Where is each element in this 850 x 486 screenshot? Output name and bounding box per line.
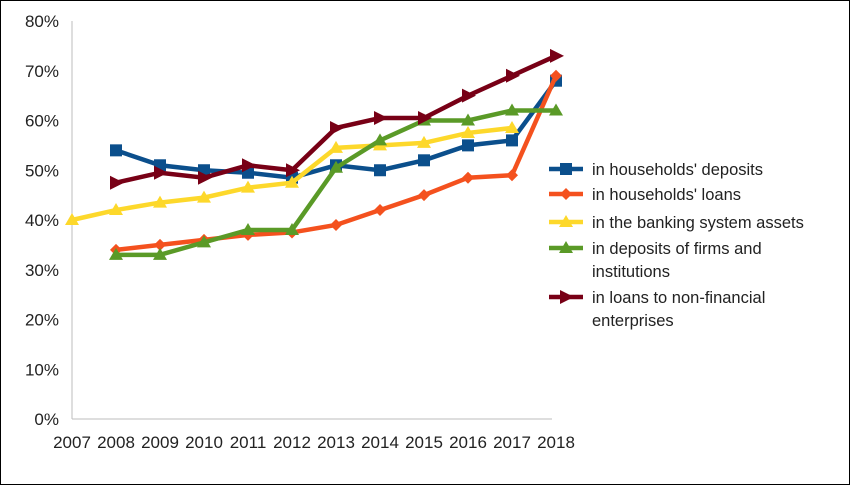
legend-item: in loans to non-financial enterprises xyxy=(549,289,765,330)
data-point xyxy=(506,68,520,83)
legend: in households' deposits in households' lo… xyxy=(549,161,804,330)
data-point xyxy=(197,235,211,248)
x-axis-labels: 2007 2008 2009 2010 2011 2012 2013 2014 2015 2016… xyxy=(53,433,575,452)
y-axis-labels: 0% 10% 20% 30% 40% 50% 60% 70% 80% xyxy=(25,12,59,429)
x-tick-label: 2014 xyxy=(361,433,399,452)
x-tick-label: 2008 xyxy=(97,433,135,452)
x-tick-label: 2015 xyxy=(405,433,443,452)
data-point xyxy=(329,140,343,153)
data-point xyxy=(373,133,387,146)
data-point xyxy=(285,175,299,188)
data-point xyxy=(506,169,518,182)
y-tick-label: 70% xyxy=(25,62,59,81)
data-point xyxy=(417,135,431,148)
data-point xyxy=(154,165,168,180)
data-point xyxy=(241,180,255,193)
data-point xyxy=(550,48,564,63)
data-point xyxy=(505,120,519,133)
data-point xyxy=(418,111,432,126)
data-point xyxy=(418,154,430,167)
data-point xyxy=(286,163,300,178)
data-point xyxy=(65,213,79,225)
data-point xyxy=(153,247,167,260)
data-point xyxy=(285,222,299,235)
x-tick-label: 2013 xyxy=(317,433,355,452)
legend-label: in loans to non-financial xyxy=(592,289,765,307)
y-tick-label: 40% xyxy=(25,211,59,230)
legend-item: in households' deposits xyxy=(549,161,763,179)
legend-label: institutions xyxy=(592,263,670,281)
data-point xyxy=(462,139,474,152)
legend-swatch-marker xyxy=(559,241,573,253)
y-tick-label: 80% xyxy=(25,12,59,31)
data-point xyxy=(109,247,123,260)
data-point xyxy=(461,125,475,138)
data-point xyxy=(154,238,166,251)
y-tick-label: 10% xyxy=(25,360,59,379)
data-point xyxy=(197,190,211,203)
data-point xyxy=(374,164,386,177)
x-tick-label: 2007 xyxy=(53,433,91,452)
legend-item: in deposits of firms and institutions xyxy=(549,240,762,281)
y-tick-label: 30% xyxy=(25,261,59,280)
x-tick-label: 2016 xyxy=(449,433,487,452)
legend-swatch-marker xyxy=(560,163,572,175)
x-tick-label: 2009 xyxy=(141,433,179,452)
data-point xyxy=(110,144,122,157)
series-3 xyxy=(65,120,519,225)
data-point xyxy=(330,218,342,231)
data-point xyxy=(153,195,167,208)
data-point xyxy=(241,222,255,235)
legend-swatch-marker xyxy=(559,215,573,227)
data-point xyxy=(461,113,475,126)
legend-label: in households' loans xyxy=(592,186,741,204)
data-point xyxy=(110,175,124,190)
data-point xyxy=(506,134,518,147)
series-layer xyxy=(65,48,564,260)
y-tick-label: 60% xyxy=(25,112,59,131)
y-tick-label: 20% xyxy=(25,311,59,330)
x-tick-label: 2018 xyxy=(537,433,575,452)
legend-swatch-marker xyxy=(560,188,572,200)
legend-item: in households' loans xyxy=(549,186,741,204)
x-tick-label: 2012 xyxy=(273,433,311,452)
x-tick-label: 2011 xyxy=(230,433,267,452)
data-point xyxy=(550,69,562,82)
legend-label: enterprises xyxy=(592,312,674,330)
data-point xyxy=(330,120,344,135)
data-point xyxy=(198,170,212,185)
data-point xyxy=(549,103,563,116)
data-point xyxy=(109,203,123,216)
series-2 xyxy=(110,69,562,256)
x-tick-label: 2010 xyxy=(185,433,223,452)
data-point xyxy=(374,204,386,217)
y-tick-label: 50% xyxy=(25,161,59,180)
y-tick-label: 0% xyxy=(34,410,59,429)
data-point xyxy=(329,160,343,173)
data-point xyxy=(505,103,519,116)
data-point xyxy=(462,88,476,103)
data-point xyxy=(374,111,388,126)
data-point xyxy=(242,158,256,173)
legend-label: in households' deposits xyxy=(592,161,763,179)
legend-swatch-marker xyxy=(560,290,574,304)
x-tick-label: 2017 xyxy=(493,433,531,452)
series-5 xyxy=(110,48,564,190)
data-point xyxy=(462,171,474,184)
data-point xyxy=(418,189,430,202)
legend-label: in deposits of firms and xyxy=(592,240,762,258)
legend-item: in the banking system assets xyxy=(549,214,804,232)
legend-label: in the banking system assets xyxy=(592,214,804,232)
